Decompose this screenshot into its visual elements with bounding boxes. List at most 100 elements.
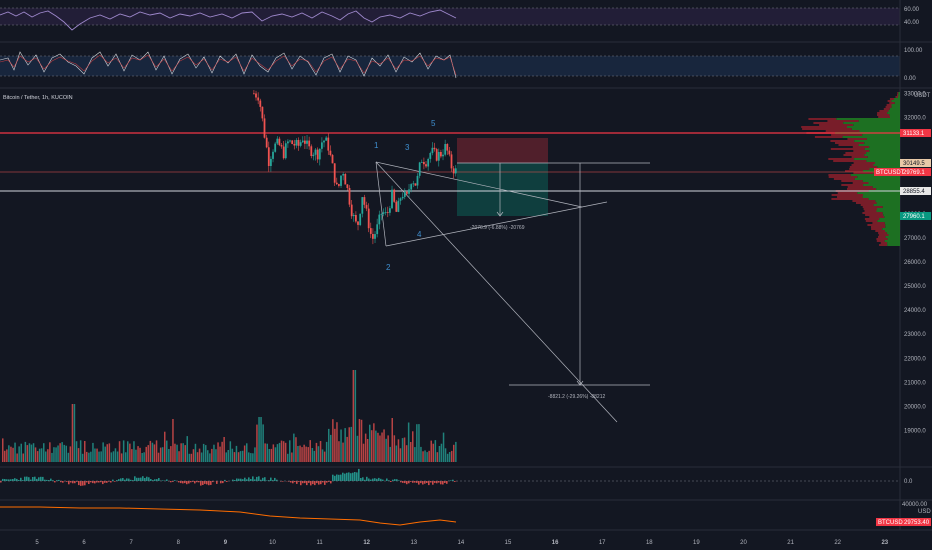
candle-body [363,197,366,205]
oscillator-bar [204,481,206,484]
time-axis[interactable]: 5 6 7 8 9 10 11 12 13 14 15 16 17 18 19 20 21 22 23 [35,540,888,546]
profile-sell-bar [833,178,855,180]
volume-bar [428,450,430,462]
oscillator-bar [344,473,346,481]
candle-body [391,189,393,209]
volume-bar [194,443,197,462]
volume-bar [422,451,424,462]
oscillator-bar [244,477,246,481]
volume-bar [399,448,402,462]
time-axis-label: 16 [552,540,559,546]
oscillator-bar [454,481,456,482]
profile-sell-bar [895,96,898,98]
profile-sell-bar [865,214,884,216]
oscillator-bar [256,476,258,481]
current-symbol-name: BTCUSDT [876,170,905,176]
oscillator-bar [42,476,44,481]
wave-label-3[interactable]: 3 [405,143,410,152]
oscillator-bar [48,480,50,481]
oscillator-bar [132,480,134,481]
volume-bar [426,452,428,462]
short-measure-label: -2076.9 (-6.88%) -20769 [470,225,525,231]
candle-body [287,141,289,144]
volume-bar [360,419,363,462]
candle-body [274,143,277,152]
profile-buy-bar [877,166,900,168]
usd-axis-label: 40000.00 [902,502,928,508]
candle-body [442,154,444,157]
candle-body [253,93,255,95]
price-axis-label: 23000.0 [904,332,926,338]
triangle-lower-line[interactable] [385,201,608,247]
volume-bar [334,428,336,462]
oscillator-bar [60,481,62,483]
oscillator-bar [172,481,174,482]
wave-label-5[interactable]: 5 [431,119,436,128]
oscillator-bar [166,479,168,481]
oscillator-bar [2,478,4,481]
volume-bar [219,446,221,462]
oscillator-bar [32,477,34,481]
profile-buy-bar [847,126,900,128]
oscillator-bar [76,481,78,482]
profile-sell-bar [802,128,852,130]
oscillator-bar [400,481,402,483]
oscillator-bar [130,479,132,481]
oscillator-bar [282,481,284,482]
btcusd-line [0,506,457,526]
volume-bar [403,437,406,462]
wave-label-1[interactable]: 1 [374,141,379,150]
profile-buy-bar [886,232,900,234]
volume-bar [102,442,104,462]
volume-bar [395,445,398,462]
support-tag [900,187,931,195]
candle-body [297,140,300,146]
candle-body [384,212,387,213]
oscillator-bar [252,476,254,481]
oscillator-bar [372,478,374,481]
profile-buy-bar [891,100,900,102]
oscillator-bar [4,479,6,481]
triangle-left-edge[interactable] [375,161,387,247]
volume-bar [145,446,147,462]
volume-bar [364,433,367,462]
oscillator-bar [184,481,186,484]
oscillator-bar [420,481,422,484]
rsi-axis-label-0: 60.00 [904,7,920,13]
candle-body [454,168,457,174]
oscillator-bar [112,479,114,481]
btcusd-tag-name: BTCUSD [878,520,903,526]
profile-buy-bar [894,102,900,104]
volume-bar [116,451,119,462]
profile-sell-bar [835,142,865,144]
oscillator-bar [90,481,92,483]
oscillator-bar [412,481,414,483]
profile-sell-bar [847,188,876,190]
symbol-title[interactable]: Bitcoin / Tether, 1h, KUCOIN [3,95,73,101]
projection-line[interactable] [375,161,618,423]
profile-sell-bar [852,200,876,202]
wave-label-4[interactable]: 4 [417,230,422,239]
profile-sell-bar [847,186,873,188]
candle-body [308,140,311,147]
profile-sell-bar [886,104,892,106]
oscillator-bar [148,477,150,481]
time-axis-label: 18 [646,540,653,546]
profile-buy-bar [864,154,900,156]
profile-buy-bar [857,176,900,178]
candle-body [369,228,372,234]
profile-buy-bar [866,160,900,162]
volume-bar [184,445,186,462]
candle-body [427,159,430,167]
wave-label-2[interactable]: 2 [386,263,391,272]
volume-bar [260,417,262,462]
oscillator-bar [422,481,424,485]
stop-loss-zone[interactable] [457,138,548,163]
candle-body [325,137,328,141]
volume-bar [434,440,437,462]
triangle-upper-line[interactable] [375,161,583,208]
volume-bar [375,430,377,462]
volume-bar [387,435,389,462]
candle-body [416,175,419,186]
